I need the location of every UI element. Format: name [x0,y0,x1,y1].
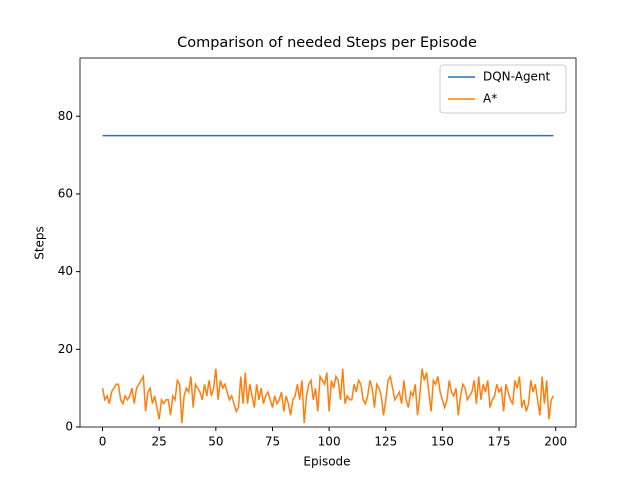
legend-label: A* [483,92,497,106]
x-axis-label: Episode [303,455,350,469]
x-tick-label: 25 [152,435,167,449]
x-tick-label: 125 [374,435,397,449]
y-tick-label: 20 [58,342,73,356]
x-tick-label: 100 [318,435,341,449]
y-tick-label: 80 [58,109,73,123]
y-tick-label: 0 [65,420,73,434]
y-tick-label: 60 [58,186,73,200]
legend-label: DQN-Agent [483,70,551,84]
line-series [101,368,555,424]
chart-title: Comparison of needed Steps per Episode [177,35,477,51]
x-tick-label: 200 [544,435,567,449]
x-tick-label: 75 [265,435,280,449]
y-tick-label: 40 [58,264,73,278]
plot-frame [79,57,577,428]
x-tick-label: 175 [488,435,511,449]
x-tick-label: 50 [208,435,223,449]
y-axis-label: Steps [33,226,47,260]
x-tick-label: 0 [99,435,107,449]
x-tick-label: 150 [431,435,454,449]
